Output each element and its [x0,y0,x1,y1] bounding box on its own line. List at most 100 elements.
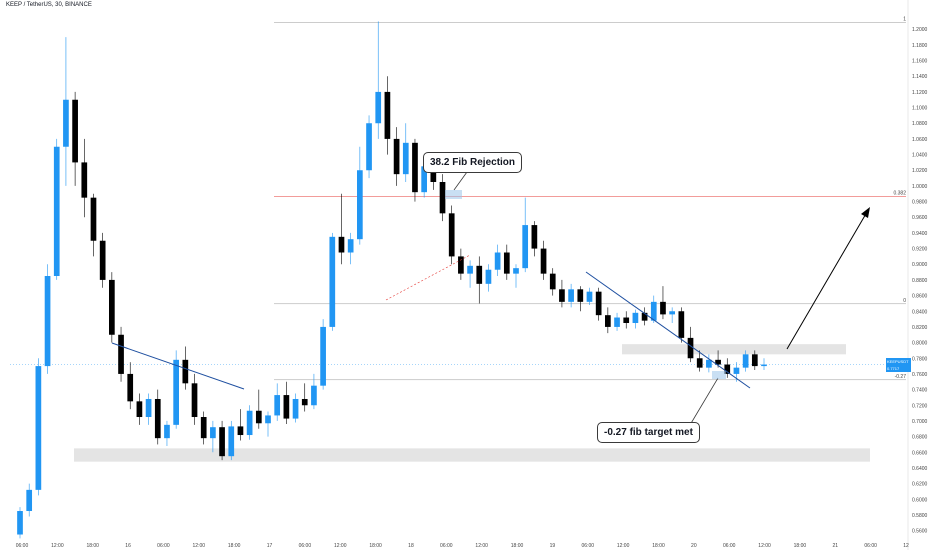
x-tick-label: 17 [267,543,273,549]
x-tick-label: 12:00 [617,543,630,549]
price-badge-price: 0.7717 [887,366,900,371]
candle-body [448,213,455,257]
x-tick-label: 06:00 [299,543,312,549]
candle-body [439,181,446,214]
candle-body [494,252,501,270]
candle-body [724,364,731,374]
x-tick-label: 19 [550,543,556,549]
y-tick-label: 0.9800 [912,200,928,206]
price-axis[interactable]: 1.2000 1.1800 1.1600 1.1400 1.1200 1.1000 1.08… [907,0,928,550]
candle-body [173,359,179,425]
candle-body [53,146,60,276]
y-tick-label: 0.9400 [912,231,928,237]
candle-body [274,395,281,416]
candle-body [246,410,253,436]
candle-body [568,289,574,302]
y-tick-label: 1.0400 [912,153,928,159]
y-tick-label: 1.0200 [912,168,928,174]
candle-body [706,359,712,368]
x-tick-label: 18:00 [86,543,99,549]
y-tick-label: 1.0600 [912,137,928,143]
y-tick-label: 0.7800 [912,356,928,362]
candle-body [338,236,345,253]
target-highlight [712,371,726,379]
callout-pointer-fib-target [689,377,719,426]
price-zone [622,344,846,355]
y-tick-label: 1.1600 [912,59,928,65]
y-tick-label: 1.1400 [912,74,928,80]
candle-body [687,337,694,359]
fibonacci-levels: 1 0.382 0 -0.27 [10,17,906,381]
y-tick-label: 0.8800 [912,278,928,284]
candle-body [715,359,721,365]
y-tick-label: 0.7400 [912,388,928,394]
callout-pointer-fib-rejection [453,171,468,191]
candle-body [118,334,124,374]
candle-body [99,240,106,280]
fib-level-label: 1 [903,17,906,23]
candle-body [81,162,88,198]
candle-body [614,317,620,327]
x-tick-label: 18:00 [794,543,807,549]
candle-body [430,166,437,182]
candle-body [742,354,749,368]
candle-body [605,315,611,327]
candle-body [311,385,317,406]
x-tick-label: 06:00 [864,543,877,549]
candle-body [733,367,740,374]
y-tick-label: 0.5800 [912,513,928,519]
candle-body [44,276,51,367]
candle-body [476,265,483,284]
y-tick-label: 0.9000 [912,262,928,268]
x-tick-label: 12:00 [193,543,206,549]
fib-level-label: 0.382 [893,190,906,196]
candle-body [650,301,657,321]
candle-body [393,138,400,175]
candle-body [531,225,538,249]
candle-body [522,225,529,269]
candle-body [219,427,225,457]
price-zone [74,448,870,462]
candle-body [154,398,161,439]
support-resistance-zones [74,344,870,462]
y-tick-label: 0.6400 [912,466,928,472]
y-tick-label: 0.6200 [912,482,928,488]
candle-body [200,417,207,439]
x-tick-label: 06:00 [723,543,736,549]
candle-body [595,291,602,316]
fib-target-callout: -0.27 fib target met [597,422,700,443]
candle-body [669,311,675,315]
x-tick-label: 06:00 [157,543,170,549]
candle-body [549,273,556,290]
candle-body [191,383,198,418]
x-tick-label: 06:00 [582,543,595,549]
y-tick-label: 1.1800 [912,43,928,49]
x-tick-label: 18:00 [652,543,665,549]
projection-arrowhead [861,207,870,218]
y-tick-label: 0.8000 [912,341,928,347]
candle-body [366,123,372,171]
candle-body [329,236,336,327]
candle-body [402,142,409,175]
candle-body [210,427,216,439]
candle-body [696,358,703,368]
y-tick-label: 0.9200 [912,247,928,253]
x-tick-label: 12:00 [758,543,771,549]
y-tick-label: 0.9600 [912,215,928,221]
fib-level-label: 0 [903,298,906,304]
x-tick-label: 20 [691,543,697,549]
x-tick-label: 18:00 [228,543,241,549]
fib-retracement-connector [385,254,471,301]
candle-body [412,142,418,193]
y-tick-label: 1.1000 [912,106,928,112]
time-axis[interactable]: 06:00 12:00 18:00 16 06:00 12:00 18:00 17 06:00 1… [16,543,909,549]
candle-body [586,291,593,302]
candle-body [485,269,492,284]
candle-body [255,410,262,424]
x-tick-label: 18:00 [369,543,382,549]
candle-body [164,424,170,439]
candle-body [559,289,565,302]
candle-body [384,91,391,139]
y-tick-label: 0.6600 [912,450,928,456]
